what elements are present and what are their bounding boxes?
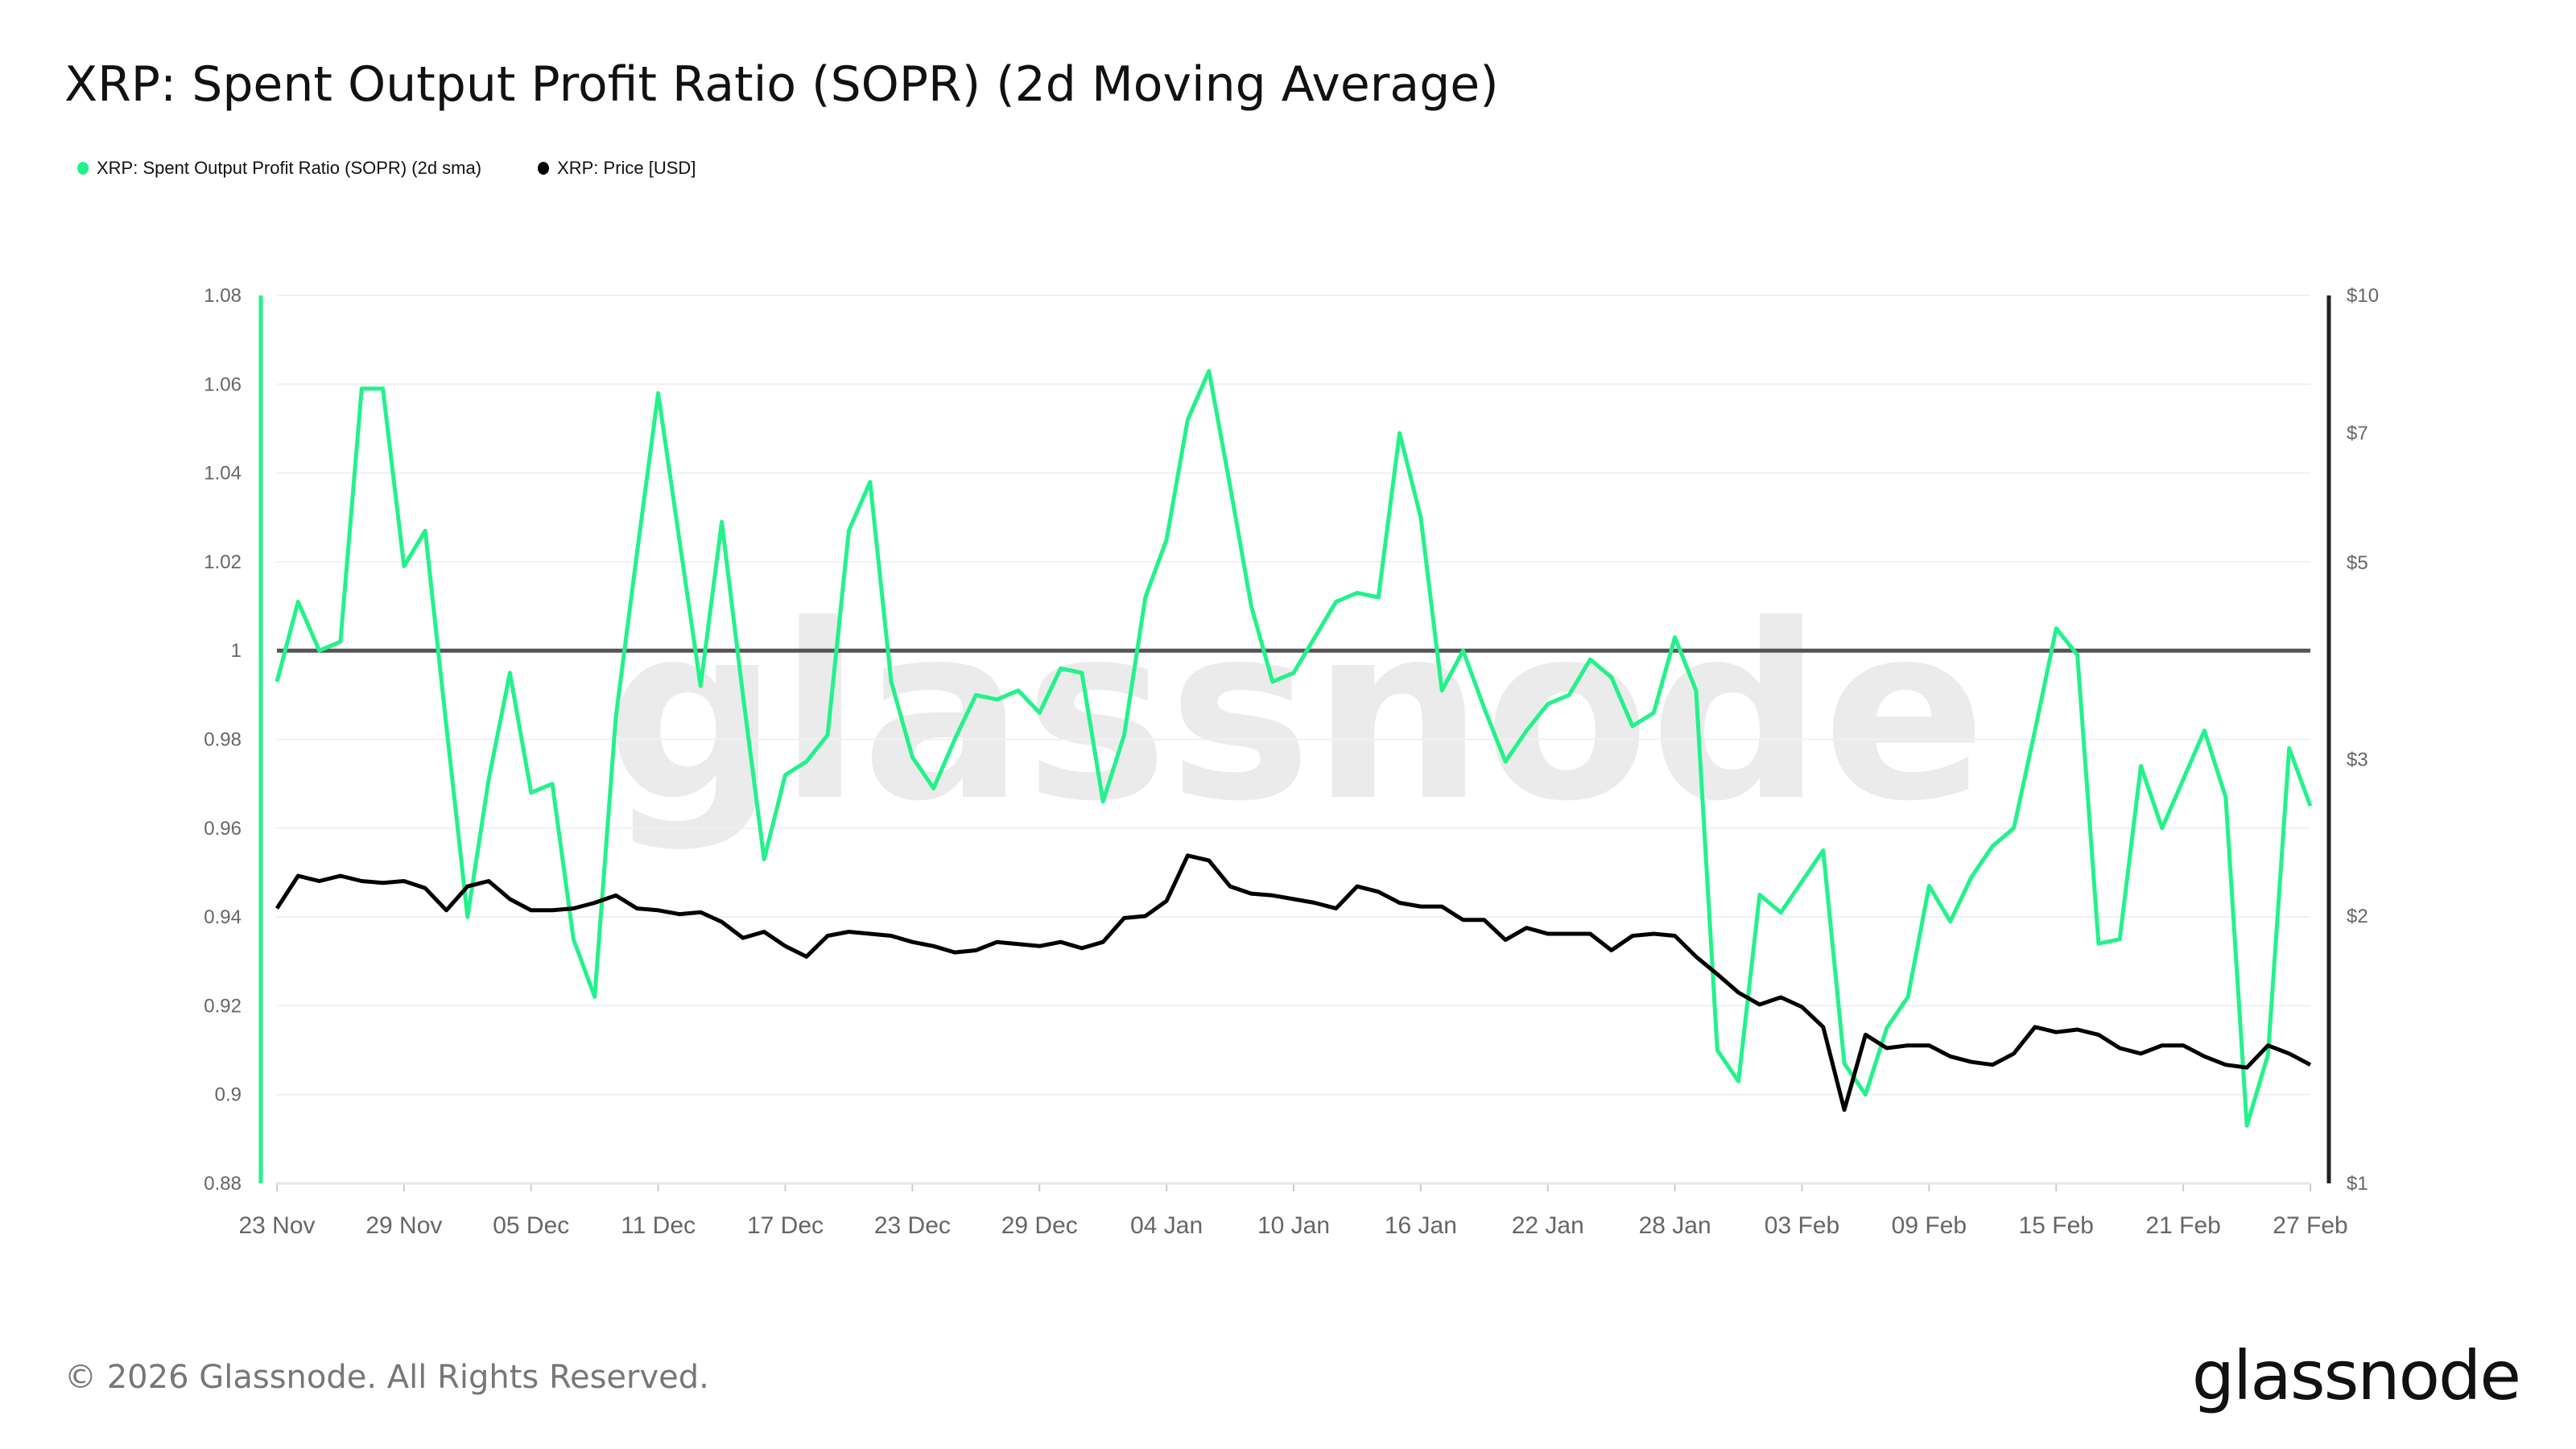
y-right-tick-label: $2: [2347, 906, 2368, 927]
price-line: [275, 853, 2312, 1113]
y-left-tick-label: 0.9: [215, 1084, 242, 1106]
y-right-tick-label: $7: [2347, 423, 2368, 444]
watermark: glassnode: [605, 573, 1986, 854]
x-tick-label: 29 Nov: [365, 1212, 442, 1239]
legend-item-sopr[interactable]: XRP: Spent Output Profit Ratio (SOPR) (2…: [77, 158, 481, 179]
legend-label: XRP: Price [USD]: [557, 158, 696, 178]
legend-dot-icon: [77, 162, 89, 175]
x-tick-label: 15 Feb: [2019, 1212, 2094, 1239]
x-tick-label: 17 Dec: [747, 1212, 824, 1239]
y-left-tick-label: 0.92: [204, 995, 242, 1017]
y-left-tick-label: 1.06: [204, 374, 242, 395]
legend-item-price[interactable]: XRP: Price [USD]: [538, 158, 696, 179]
y-right-tick-label: $10: [2347, 285, 2379, 307]
x-tick-label: 04 Jan: [1130, 1212, 1203, 1239]
y-left-tick-label: 1.08: [204, 285, 242, 307]
x-tick-label: 29 Dec: [1001, 1212, 1078, 1239]
y-left-tick-label: 1.02: [204, 551, 242, 573]
copyright-text: © 2026 Glassnode. All Rights Reserved.: [64, 1359, 709, 1396]
x-tick-label: 23 Nov: [238, 1212, 315, 1239]
y-left-tick-label: 1: [231, 640, 242, 662]
x-tick-label: 22 Jan: [1512, 1212, 1584, 1239]
sopr-line: [275, 369, 2313, 1128]
x-tick-label: 28 Jan: [1639, 1212, 1711, 1239]
legend: XRP: Spent Output Profit Ratio (SOPR) (2…: [77, 158, 696, 179]
y-left-tick-label: 0.98: [204, 729, 242, 751]
x-tick-label: 05 Dec: [493, 1212, 569, 1239]
y-left-tick-label: 0.96: [204, 818, 242, 840]
y-right-tick-label: $5: [2347, 552, 2368, 574]
glassnode-logo: glassnode: [2191, 1336, 2521, 1415]
x-tick-label: 11 Dec: [621, 1212, 696, 1239]
x-tick-label: 09 Feb: [1892, 1212, 1967, 1239]
legend-label: XRP: Spent Output Profit Ratio (SOPR) (2…: [97, 158, 482, 178]
x-tick-label: 16 Jan: [1385, 1212, 1457, 1239]
y-left-tick-label: 0.94: [204, 906, 242, 928]
y-right-tick-label: $1: [2347, 1173, 2368, 1195]
y-right-tick-label: $3: [2347, 749, 2368, 771]
x-tick-label: 21 Feb: [2145, 1212, 2220, 1239]
y-left-tick-label: 1.04: [204, 463, 242, 485]
x-tick-label: 10 Jan: [1257, 1212, 1330, 1239]
x-tick-label: 27 Feb: [2273, 1212, 2347, 1239]
legend-dot-icon: [538, 162, 550, 175]
x-tick-label: 03 Feb: [1765, 1212, 1839, 1239]
y-left-tick-label: 0.88: [204, 1173, 242, 1195]
chart-title: XRP: Spent Output Profit Ratio (SOPR) (2…: [64, 56, 1499, 113]
x-tick-label: 23 Dec: [874, 1212, 951, 1239]
